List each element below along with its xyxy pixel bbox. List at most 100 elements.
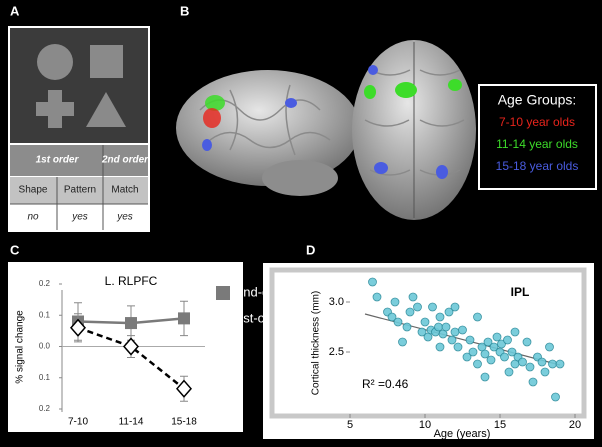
- activation-blob: [203, 108, 221, 128]
- x-tick-label: 20: [569, 419, 581, 431]
- data-point: [444, 307, 454, 317]
- marker: [123, 337, 139, 356]
- y-tick-label: 0.2: [39, 404, 51, 413]
- data-point: [480, 372, 490, 382]
- table-header: [10, 145, 148, 176]
- panel-a: 1st order 2nd order Shape Pattern Match …: [8, 26, 150, 232]
- activation-blob: [285, 98, 297, 108]
- y-tick-label: 3.0: [329, 296, 344, 308]
- legend-marker: [214, 310, 232, 328]
- data-point: [428, 302, 437, 312]
- panel-label: C: [10, 242, 20, 257]
- table-cell: no: [27, 212, 39, 223]
- marker: [176, 379, 192, 398]
- data-point: [393, 317, 403, 327]
- panel-label: B: [180, 3, 189, 18]
- activation-blob: [364, 85, 376, 99]
- legend-title: Age Groups:: [498, 92, 577, 108]
- panel-label: D: [306, 242, 315, 257]
- data-point: [486, 355, 496, 365]
- data-point: [522, 337, 532, 347]
- data-point: [525, 362, 535, 372]
- table-cell: Match: [111, 185, 138, 196]
- activation-blob: [202, 139, 212, 151]
- data-point: [402, 322, 412, 332]
- x-tick-label: 7-10: [68, 417, 88, 428]
- stimulus-area: [10, 28, 148, 143]
- chart-title: L. RLPFC: [105, 274, 158, 288]
- marker: [70, 318, 86, 337]
- x-tick-label: 5: [347, 419, 353, 431]
- x-tick-label: 15-18: [171, 417, 197, 428]
- table-header-cell: 1st order: [36, 155, 80, 166]
- data-point: [450, 302, 460, 312]
- table-cell: yes: [71, 212, 88, 223]
- y-tick-label: 0.1: [39, 373, 51, 382]
- y-axis-label: Cortical thickness (mm): [311, 291, 322, 395]
- data-point: [453, 342, 463, 352]
- data-point: [473, 359, 482, 369]
- y-tick-label: 2.5: [329, 346, 344, 358]
- r-squared: R² =0.46: [362, 377, 409, 391]
- data-point: [548, 359, 557, 369]
- data-point: [500, 352, 509, 362]
- x-axis-label: Age (years): [434, 428, 491, 440]
- data-point: [483, 337, 493, 347]
- data-point: [368, 277, 377, 287]
- marker: [125, 317, 137, 330]
- table-cell: Shape: [19, 185, 48, 196]
- legend-marker: [216, 286, 230, 300]
- data-point: [390, 297, 400, 307]
- data-point: [387, 312, 397, 322]
- data-point: [408, 292, 418, 302]
- data-point: [537, 357, 547, 367]
- data-point: [447, 335, 457, 345]
- data-point: [413, 302, 422, 312]
- data-point: [489, 342, 499, 352]
- data-point: [450, 327, 460, 337]
- x-tick-label: 11-14: [119, 417, 144, 428]
- data-point: [480, 349, 490, 359]
- y-tick-label: 0.2: [39, 279, 51, 288]
- x-tick-label: 15: [494, 419, 506, 431]
- y-tick-label: 0.1: [39, 310, 51, 319]
- data-point: [503, 335, 512, 345]
- data-point: [492, 332, 502, 342]
- legend-frame: [478, 84, 597, 190]
- table-cell: Pattern: [64, 185, 96, 196]
- activation-blob: [436, 165, 448, 179]
- data-point: [462, 352, 472, 362]
- data-point: [555, 359, 565, 369]
- square-shape: [90, 45, 123, 78]
- legend-item: 15-18 year olds: [496, 159, 579, 173]
- activation-blob: [395, 82, 417, 98]
- activation-blob: [368, 65, 378, 75]
- table-cell: yes: [116, 212, 133, 223]
- data-point: [417, 327, 427, 337]
- data-point: [405, 307, 415, 317]
- table-header-cell: 2nd order: [101, 155, 149, 166]
- data-point: [420, 317, 430, 327]
- marker: [178, 312, 190, 325]
- plot-frame: [269, 267, 587, 419]
- data-point: [540, 367, 550, 377]
- activation-blob: [448, 79, 462, 91]
- data-point: [468, 347, 478, 357]
- data-point: [372, 292, 382, 302]
- data-point: [510, 327, 520, 337]
- data-point: [441, 322, 451, 332]
- data-point: [504, 367, 514, 377]
- brain-images: [176, 40, 476, 220]
- annotation: IPL: [511, 285, 530, 299]
- data-point: [518, 357, 527, 367]
- table-row: [10, 177, 148, 204]
- data-point: [434, 322, 443, 332]
- triangle-shape: [86, 92, 126, 127]
- data-point: [435, 342, 445, 352]
- data-point: [545, 342, 554, 352]
- data-point: [507, 347, 517, 357]
- data-point: [398, 337, 407, 347]
- data-point: [497, 339, 506, 349]
- cerebellum: [262, 160, 338, 196]
